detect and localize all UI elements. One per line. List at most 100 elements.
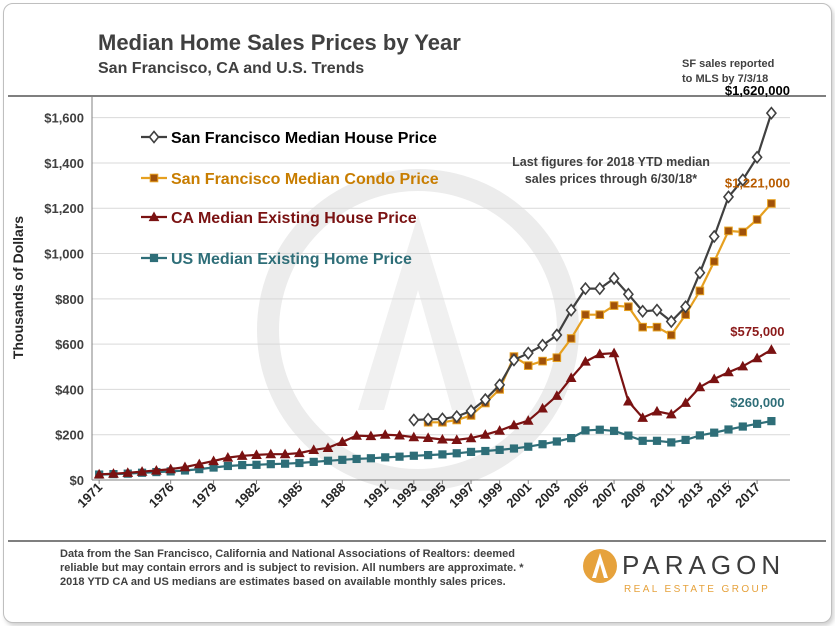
data-point xyxy=(323,456,333,465)
chart-subtitle: San Francisco, CA and U.S. Trends xyxy=(98,60,365,77)
data-point xyxy=(165,463,177,474)
data-point xyxy=(422,432,434,442)
data-point xyxy=(351,430,362,440)
data-point xyxy=(737,173,749,187)
data-point xyxy=(451,434,463,445)
data-point xyxy=(652,322,662,332)
legend-label-0: San Francisco Median House Price xyxy=(171,130,437,147)
data-point xyxy=(395,452,404,461)
footnote: Data from the San Francisco, California … xyxy=(60,547,570,589)
data-point xyxy=(381,453,390,462)
footnote-line1: Data from the San Francisco, California … xyxy=(60,548,515,560)
end-label-3: $260,000 xyxy=(730,395,784,410)
data-point xyxy=(624,302,633,312)
legend-label-3: US Median Existing Home Price xyxy=(171,251,412,268)
data-note-line2: to MLS by 7/3/18 xyxy=(682,73,769,85)
data-point xyxy=(581,310,590,319)
y-axis-label: Thousands of Dollars xyxy=(10,216,26,359)
data-point xyxy=(508,353,520,367)
data-point xyxy=(294,447,305,458)
data-point xyxy=(481,446,490,456)
data-point xyxy=(494,378,506,392)
x-tick-label: 2017 xyxy=(732,480,763,511)
data-point xyxy=(379,429,391,439)
chart-frame xyxy=(3,3,832,623)
y-tick-label: $400 xyxy=(55,382,84,397)
data-point xyxy=(537,338,549,353)
data-point xyxy=(409,451,418,460)
data-point xyxy=(667,438,676,447)
x-tick-label: 1988 xyxy=(317,480,348,511)
data-point xyxy=(638,436,647,445)
data-point xyxy=(523,361,533,370)
header-divider xyxy=(8,95,826,97)
data-point xyxy=(108,468,119,478)
x-tick-label: 2013 xyxy=(675,480,706,511)
data-point xyxy=(737,360,749,371)
data-point xyxy=(722,190,735,204)
data-point xyxy=(695,286,705,296)
data-point xyxy=(238,460,247,470)
data-point xyxy=(665,408,677,419)
x-tick-label: 1979 xyxy=(189,480,220,511)
data-point xyxy=(279,448,291,459)
y-tick-label: $1,000 xyxy=(44,247,84,262)
data-point xyxy=(223,461,232,471)
y-tick-label: $1,200 xyxy=(44,201,84,216)
legend-marker xyxy=(148,211,160,222)
annotation-line1: Last figures for 2018 YTD median xyxy=(512,155,710,169)
data-point xyxy=(408,413,420,427)
data-point xyxy=(437,433,448,444)
data-point xyxy=(724,226,733,236)
data-point xyxy=(680,299,692,314)
annotation-line2: sales prices through 6/30/18* xyxy=(525,172,697,186)
footer-divider xyxy=(8,540,826,542)
data-point xyxy=(738,422,747,431)
chart-title: Median Home Sales Prices by Year xyxy=(98,30,461,55)
logo-tagline: REAL ESTATE GROUP xyxy=(624,584,771,595)
data-point xyxy=(295,458,304,468)
data-point xyxy=(624,431,633,440)
data-point xyxy=(352,454,361,464)
data-point xyxy=(151,464,162,475)
data-point xyxy=(222,452,234,462)
data-point xyxy=(551,390,563,400)
data-point xyxy=(266,460,275,469)
logo-name: PARAGON xyxy=(622,550,786,580)
data-point xyxy=(338,455,347,464)
data-point xyxy=(666,330,676,340)
data-point xyxy=(694,381,706,392)
data-point xyxy=(551,328,563,342)
x-tick-label: 2007 xyxy=(589,480,620,511)
legend-label-2: CA Median Existing House Price xyxy=(171,210,417,227)
data-point xyxy=(465,432,477,443)
data-point xyxy=(680,397,691,407)
data-point xyxy=(694,266,706,280)
data-point xyxy=(623,395,634,406)
data-point xyxy=(122,467,134,477)
data-point xyxy=(438,450,447,459)
data-point xyxy=(651,303,663,317)
data-point xyxy=(609,301,619,310)
data-point xyxy=(723,366,734,377)
data-point xyxy=(179,461,191,472)
x-tick-label: 1985 xyxy=(274,480,305,511)
data-point xyxy=(765,106,777,120)
data-point xyxy=(695,431,704,440)
data-point xyxy=(681,435,690,445)
data-point xyxy=(724,425,733,434)
y-tick-label: $800 xyxy=(55,292,84,307)
data-point xyxy=(136,466,148,476)
data-point xyxy=(479,429,491,439)
data-point xyxy=(538,356,547,366)
end-label-2: $575,000 xyxy=(730,324,784,339)
data-point xyxy=(93,468,105,479)
x-tick-label: 2009 xyxy=(618,480,649,511)
data-point xyxy=(579,281,591,296)
data-point xyxy=(308,444,320,454)
data-point xyxy=(322,442,334,452)
data-point xyxy=(422,412,434,427)
footnote-line3: 2018 YTD CA and US medians are estimates… xyxy=(60,576,506,588)
x-tick-label: 2003 xyxy=(532,480,563,511)
data-point xyxy=(637,412,649,422)
